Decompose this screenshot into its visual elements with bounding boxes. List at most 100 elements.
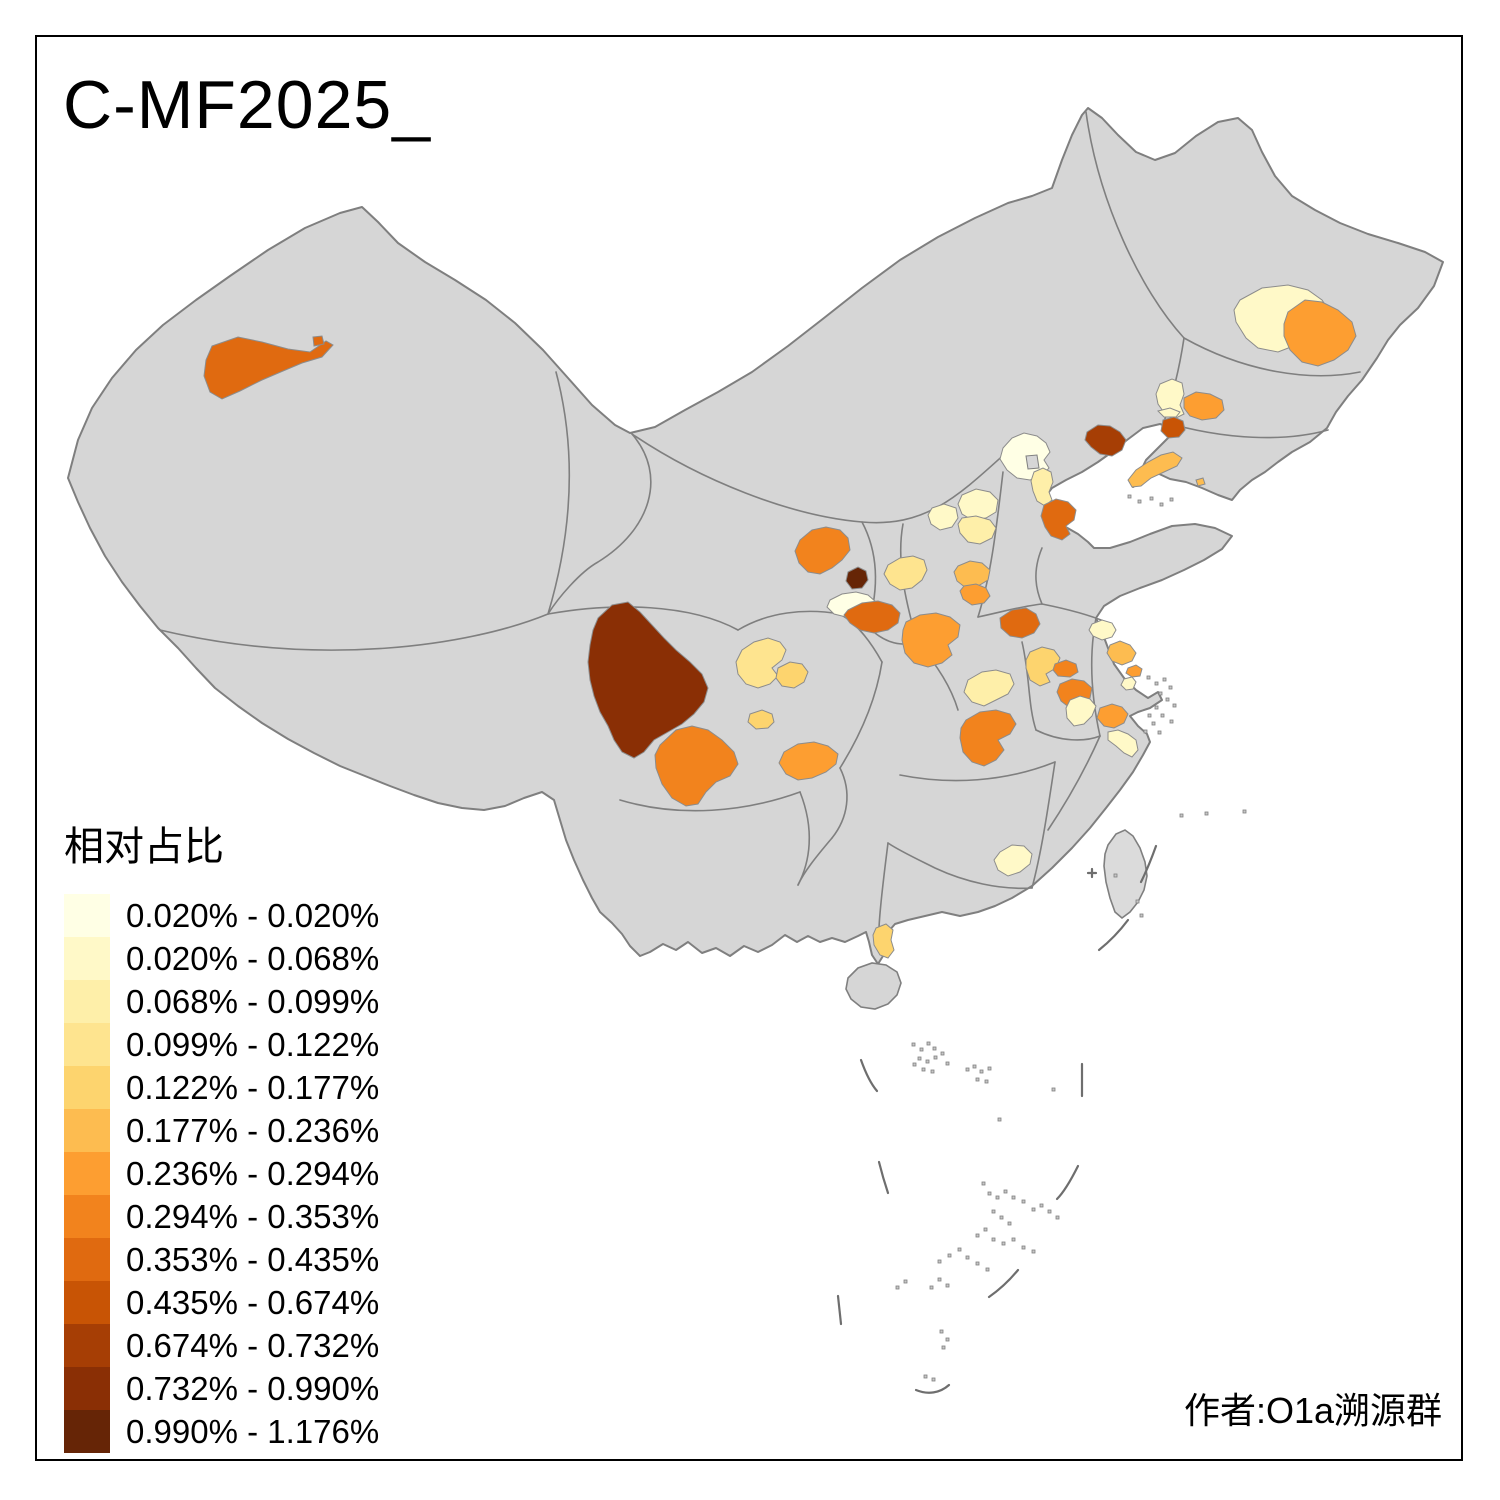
islet-dot [1021,1199,1026,1204]
map-region [1107,729,1139,758]
legend-row: 0.236% - 0.294% [64,1152,379,1195]
islet-dot [995,1195,1000,1200]
map-region [1106,640,1137,666]
islet-dot [972,1064,977,1069]
map-region [778,741,839,781]
islet-dot [991,1209,996,1214]
map-region [959,709,1017,767]
islet-dot [1158,691,1163,696]
islet-dot [1160,713,1165,718]
legend-row: 0.353% - 0.435% [64,1238,379,1281]
legend-swatch [64,1195,110,1238]
legend-swatch [64,1109,110,1152]
legend-row: 0.122% - 0.177% [64,1066,379,1109]
legend-swatch [64,1023,110,1066]
islet-dot [1146,675,1151,680]
islet-dot [999,1215,1004,1220]
islet-dot [912,1062,917,1067]
legend-title: 相对占比 [64,825,224,869]
map-region [845,566,869,590]
islet-dot [1137,499,1142,504]
islet-dot [1031,1207,1036,1212]
islet-dot [1021,1245,1026,1250]
islet-dot [1055,1215,1060,1220]
map-region [735,637,787,689]
taiwan-island [1103,829,1148,920]
map-region [587,601,709,759]
map-region [1030,467,1054,507]
legend-swatch [64,894,110,937]
legend-rows: 0.020% - 0.020% 0.020% - 0.068% 0.068% - 0… [64,894,379,1453]
islet-dot [975,1233,980,1238]
islet-dot [923,1374,928,1379]
islet-dot [1151,721,1156,726]
nine-dash-line [836,844,1158,1394]
legend-swatch [64,1238,110,1281]
islet-dot [1001,1241,1006,1246]
islet-dot [925,1059,930,1064]
islet-dot [1162,677,1167,682]
islet-dot [1159,502,1164,507]
islet-dot [1169,497,1174,502]
legend-label: 0.099% - 0.122% [126,1026,380,1063]
map-region [654,725,739,807]
legend-row: 0.732% - 0.990% [64,1367,379,1410]
legend-row: 0.294% - 0.353% [64,1195,379,1238]
map-region [1160,416,1186,439]
map-region [1120,676,1137,691]
islet-dot [1039,1203,1044,1208]
legend-swatch [64,1410,110,1453]
map-region [1155,378,1185,419]
islet-dot [929,1285,934,1290]
map-region [993,844,1033,877]
islet-dot [1003,1189,1008,1194]
legend-row: 0.435% - 0.674% [64,1281,379,1324]
map-region [1025,646,1061,687]
islet-dot [1154,681,1159,686]
map-region [1283,299,1357,367]
legend-swatch [64,1367,110,1410]
hainan-island [845,962,902,1010]
legend-swatch [64,1152,110,1195]
map-region [1157,407,1181,418]
islet-dot [1007,1221,1012,1226]
legend-label: 0.122% - 0.177% [126,1069,380,1106]
islet-dot [937,1277,942,1282]
islet-dot [1051,1087,1056,1092]
islet-dot [1011,1237,1016,1242]
map-region [999,607,1041,639]
legend-swatch [64,937,110,980]
islet-dot [945,1061,950,1066]
map-region [872,923,895,959]
islet-dot [1011,1195,1016,1200]
islet-dot [997,1117,1002,1122]
islet-dot [981,1181,986,1186]
map-region [1127,451,1183,488]
choropleth-regions [203,284,1357,959]
beijing-inner-notch [1025,454,1040,470]
islet-dot [987,1191,992,1196]
islet-dot [1147,713,1152,718]
legend-row: 0.674% - 0.732% [64,1324,379,1367]
islet-dot [975,1261,980,1266]
islet-dot [1154,705,1159,710]
map-region [312,335,325,347]
map-region [775,661,809,689]
islet-dot [975,1077,980,1082]
islet-dot [991,1237,996,1242]
map-region [1052,659,1079,678]
islet-dot [930,1069,935,1074]
islet-dot [1143,729,1148,734]
islet-dot [1139,913,1144,918]
map-region [1040,498,1077,541]
legend-label: 0.294% - 0.353% [126,1198,380,1235]
islet-dot [983,1227,988,1232]
islet-dot [921,1067,926,1072]
islet-dot [1157,730,1162,735]
islet-dot [1113,873,1118,878]
islet-dot [945,1283,950,1288]
islet-dot [941,1345,946,1350]
legend-row: 0.020% - 0.020% [64,894,379,937]
islet-dot [965,1255,970,1260]
